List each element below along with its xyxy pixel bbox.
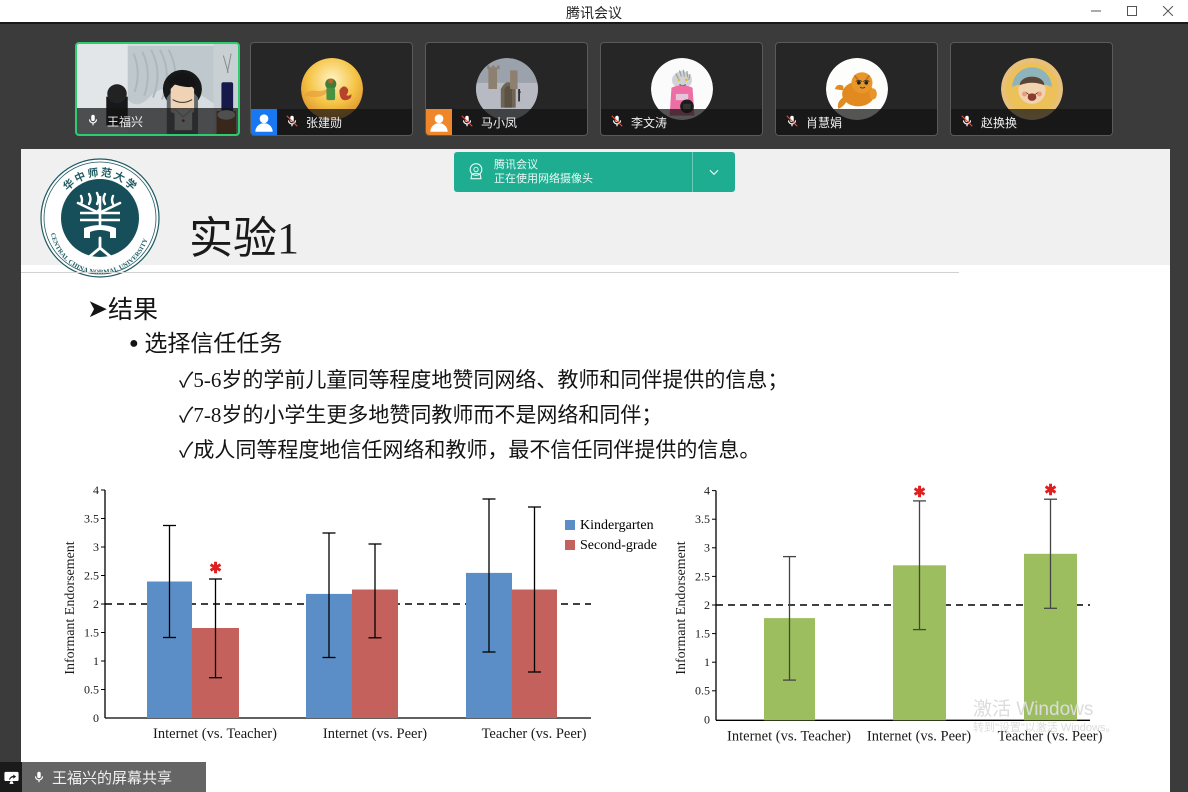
svg-text:3.5: 3.5 <box>84 512 99 526</box>
svg-text:✱: ✱ <box>1044 483 1057 499</box>
svg-text:3: 3 <box>704 541 710 555</box>
svg-text:0.5: 0.5 <box>84 683 99 697</box>
svg-text:✱: ✱ <box>913 485 926 501</box>
svg-text:1.5: 1.5 <box>84 626 99 640</box>
svg-text:0.5: 0.5 <box>695 684 710 698</box>
svg-text:2.5: 2.5 <box>695 569 710 583</box>
svg-text:3.5: 3.5 <box>695 512 710 526</box>
svg-text:1: 1 <box>93 654 99 668</box>
svg-text:Teacher (vs. Peer): Teacher (vs. Peer) <box>482 726 587 742</box>
svg-text:0: 0 <box>93 711 99 725</box>
svg-text:✱: ✱ <box>209 561 222 577</box>
svg-text:Internet (vs. Teacher): Internet (vs. Teacher) <box>727 728 851 744</box>
svg-text:4: 4 <box>704 484 710 498</box>
svg-text:1.5: 1.5 <box>695 627 710 641</box>
svg-text:Second-grade: Second-grade <box>580 538 657 553</box>
svg-text:2: 2 <box>93 597 99 611</box>
svg-text:Informant Endorsement: Informant Endorsement <box>63 541 78 674</box>
svg-text:Internet (vs. Peer): Internet (vs. Peer) <box>323 726 427 742</box>
svg-text:4: 4 <box>93 483 99 497</box>
svg-text:Internet (vs. Peer): Internet (vs. Peer) <box>867 728 971 744</box>
svg-text:3: 3 <box>93 540 99 554</box>
svg-text:0: 0 <box>704 712 710 726</box>
svg-text:2.5: 2.5 <box>84 569 99 583</box>
svg-text:Internet (vs. Teacher): Internet (vs. Teacher) <box>153 726 277 742</box>
svg-text:Kindergarten: Kindergarten <box>580 518 654 533</box>
svg-text:1: 1 <box>704 655 710 669</box>
svg-text:Informant Endorsement: Informant Endorsement <box>674 541 689 674</box>
svg-text:2: 2 <box>704 598 710 612</box>
